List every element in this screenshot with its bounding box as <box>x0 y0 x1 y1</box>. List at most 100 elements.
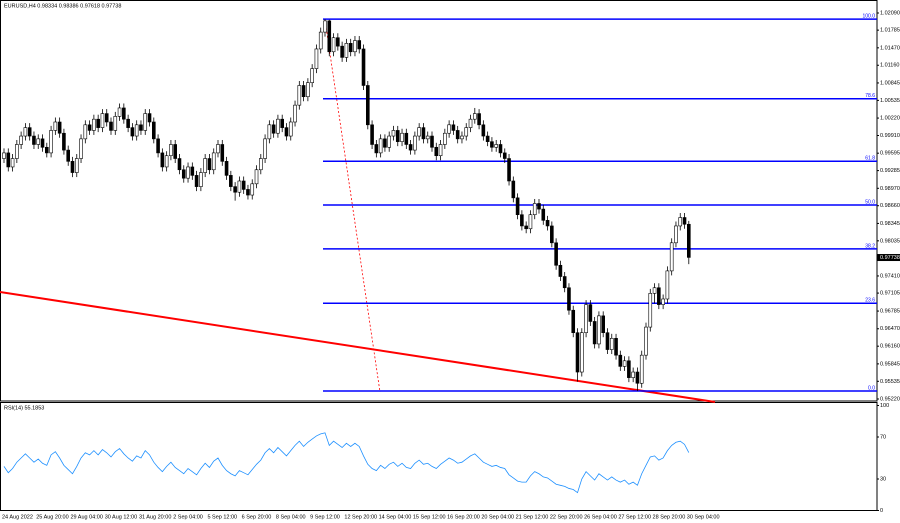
candle-body <box>263 138 267 159</box>
y-tick-label: 0.96785 <box>880 309 900 315</box>
candle-body <box>622 360 627 367</box>
candle-body <box>323 20 327 33</box>
candle-body <box>472 113 477 120</box>
candle-body <box>169 144 173 157</box>
candle-body <box>425 135 430 140</box>
candle-body <box>134 124 139 137</box>
candle-body <box>584 304 588 334</box>
candle-body <box>541 208 546 221</box>
y-tick-label: 0.95220 <box>880 396 900 402</box>
candle-body <box>66 149 70 162</box>
last-price-label: 0.97738 <box>880 255 900 261</box>
candle-body <box>562 276 567 289</box>
candles <box>2 19 691 392</box>
candle-body <box>241 180 246 190</box>
candle-body <box>430 135 434 148</box>
candle-body <box>374 144 379 154</box>
y-tick-label: 0.97410 <box>880 273 900 279</box>
candle-body <box>348 43 353 53</box>
candle-body <box>357 40 362 50</box>
candle-body <box>686 223 691 258</box>
candle-body <box>139 124 143 131</box>
candle-body <box>464 127 469 137</box>
candle-body <box>70 161 75 173</box>
candle-body <box>143 113 148 131</box>
x-tick-label: 22 Sep 20:00 <box>550 514 583 520</box>
candle-body <box>181 169 186 179</box>
x-tick-label: 25 Aug 20:00 <box>36 514 68 520</box>
x-tick-label: 12 Sep 20:00 <box>344 514 377 520</box>
candle-body <box>494 144 499 148</box>
candle-body <box>502 152 507 159</box>
candle-body <box>229 175 233 187</box>
y-tick-label: 0.95845 <box>880 361 900 367</box>
candle-body <box>32 135 36 145</box>
candle-body <box>62 132 66 151</box>
candle-body <box>203 158 207 173</box>
candle-body <box>57 121 62 134</box>
y-tick-label: 1.02090 <box>880 10 900 16</box>
candle-body <box>301 85 306 98</box>
candle-body <box>44 146 49 154</box>
candle-body <box>408 144 413 151</box>
x-tick-label: 31 Aug 20:00 <box>139 514 171 520</box>
candle-body <box>53 121 58 131</box>
candle-body <box>258 158 263 171</box>
candle-body <box>160 152 165 168</box>
candle-body <box>220 144 225 162</box>
candle-body <box>288 121 293 137</box>
x-tick-label: 27 Sep 12:00 <box>618 514 651 520</box>
candle-body <box>601 315 606 334</box>
rsi-tick-label: 0 <box>880 508 883 514</box>
y-tick-label: 1.00535 <box>880 98 900 104</box>
candle-body <box>434 146 439 157</box>
candle-body <box>199 172 203 187</box>
trend-line <box>0 291 716 403</box>
x-tick-label: 24 Aug 2022 <box>2 514 33 520</box>
candle-body <box>122 107 126 120</box>
candle-body <box>571 309 576 334</box>
candle-body <box>293 104 297 123</box>
x-tick-label: 5 Sep 12:00 <box>207 514 237 520</box>
fib-label: 61.8 <box>865 156 875 162</box>
y-tick-label: 1.01160 <box>880 63 899 69</box>
y-tick-label: 0.98970 <box>880 186 900 192</box>
candle-body <box>327 20 332 53</box>
candle-body <box>507 158 511 182</box>
candle-body <box>280 118 285 128</box>
candle-body <box>550 225 554 244</box>
y-tick-label: 1.00845 <box>880 80 900 86</box>
candle-body <box>340 45 344 58</box>
candle-body <box>609 338 614 350</box>
candle-body <box>485 135 490 142</box>
candle-body <box>23 127 28 137</box>
candle-body <box>532 203 537 216</box>
x-tick-label: 6 Sep 20:00 <box>242 514 272 520</box>
candle-body <box>306 82 310 98</box>
x-tick-label: 15 Sep 12:00 <box>413 514 446 520</box>
candle-body <box>297 85 302 106</box>
fib-label: 50.0 <box>865 199 875 205</box>
candle-body <box>391 130 396 137</box>
candle-body <box>579 332 584 373</box>
y-tick-label: 0.96470 <box>880 326 900 332</box>
candle-body <box>40 138 45 148</box>
candle-body <box>207 158 212 171</box>
y-tick-label: 0.95535 <box>880 379 900 385</box>
x-tick-label: 30 Sep 04:00 <box>687 514 720 520</box>
candle-body <box>284 127 289 137</box>
candle-body <box>451 124 456 131</box>
candle-body <box>520 214 524 227</box>
candle-body <box>460 135 464 140</box>
candle-body <box>669 242 674 272</box>
candle-body <box>109 121 113 131</box>
fib-label: 38.2 <box>865 243 875 249</box>
y-tick-label: 1.01470 <box>880 45 900 51</box>
candle-body <box>113 116 118 131</box>
chart-title: EURUSD,H4 0.98334 0.98386 0.97618 0.9773… <box>4 3 121 9</box>
candle-body <box>276 118 280 134</box>
y-tick-label: 0.97105 <box>880 291 900 297</box>
candle-body <box>639 354 644 384</box>
candle-body <box>657 287 661 305</box>
